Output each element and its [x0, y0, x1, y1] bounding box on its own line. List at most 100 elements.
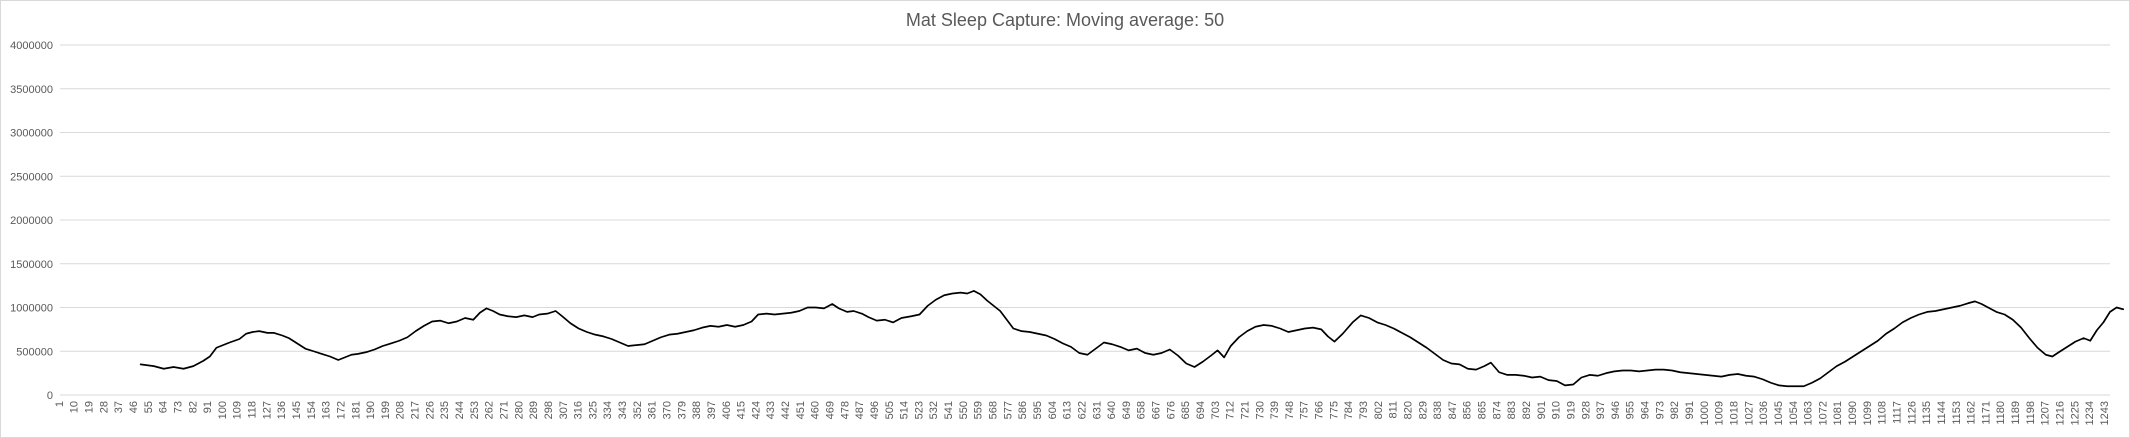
x-tick-label: 730 [1254, 401, 1266, 419]
x-tick-label: 784 [1343, 401, 1355, 419]
x-tick-label: 487 [854, 401, 866, 419]
x-tick-label: 217 [410, 401, 422, 419]
x-tick-label: 379 [676, 401, 688, 419]
x-tick-label: 613 [1062, 401, 1074, 419]
x-tick-label: 1126 [1906, 401, 1918, 425]
x-tick-label: 1072 [1817, 401, 1829, 425]
x-tick-label: 352 [632, 401, 644, 419]
x-tick-label: 973 [1654, 401, 1666, 419]
x-tick-label: 595 [1032, 401, 1044, 419]
x-tick-label: 1099 [1862, 401, 1874, 425]
x-tick-label: 451 [795, 401, 807, 419]
x-tick-label: 586 [1017, 401, 1029, 419]
x-tick-label: 1189 [2010, 401, 2022, 425]
chart-title: Mat Sleep Capture: Moving average: 50 [906, 10, 1224, 30]
x-tick-label: 1045 [1773, 401, 1785, 425]
x-tick-label: 1135 [1921, 401, 1933, 425]
y-tick-label: 1500000 [10, 259, 53, 271]
x-tick-label: 28 [98, 401, 110, 413]
x-tick-label: 838 [1432, 401, 1444, 419]
x-tick-label: 397 [706, 401, 718, 419]
x-tick-label: 37 [113, 401, 125, 413]
x-tick-label: 1027 [1743, 401, 1755, 425]
x-tick-label: 226 [424, 401, 436, 419]
x-tick-label: 766 [1314, 401, 1326, 419]
x-tick-label: 1117 [1891, 401, 1903, 424]
x-tick-label: 820 [1402, 401, 1414, 419]
x-tick-label: 415 [736, 401, 748, 419]
x-tick-label: 847 [1447, 401, 1459, 419]
x-tick-label: 1036 [1758, 401, 1770, 425]
x-tick-label: 892 [1521, 401, 1533, 419]
x-tick-label: 865 [1477, 401, 1489, 419]
x-tick-label: 55 [143, 401, 155, 413]
x-tick-label: 658 [1136, 401, 1148, 419]
x-tick-label: 82 [187, 401, 199, 413]
x-tick-label: 775 [1328, 401, 1340, 419]
x-tick-label: 955 [1625, 401, 1637, 419]
y-tick-label: 3000000 [10, 128, 53, 140]
x-tick-label: 460 [810, 401, 822, 419]
gridlines [60, 44, 2110, 396]
x-tick-label: 703 [1210, 401, 1222, 419]
x-tick-label: 739 [1269, 401, 1281, 419]
x-tick-label: 1171 [1980, 401, 1992, 425]
x-tick-label: 343 [617, 401, 629, 419]
x-tick-label: 712 [1225, 401, 1237, 419]
x-tick-label: 604 [1047, 401, 1059, 419]
x-tick-label: 370 [661, 401, 673, 419]
x-tick-label: 100 [217, 401, 229, 419]
x-tick-label: 1180 [1995, 401, 2007, 425]
x-tick-label: 172 [335, 401, 347, 419]
x-tick-label: 145 [291, 401, 303, 419]
x-tick-label: 532 [928, 401, 940, 419]
x-tick-label: 568 [988, 401, 1000, 419]
x-tick-label: 928 [1580, 401, 1592, 419]
x-tick-label: 154 [306, 401, 318, 419]
x-tick-label: 1216 [2055, 401, 2067, 425]
x-tick-label: 991 [1684, 401, 1696, 419]
x-tick-label: 982 [1669, 401, 1681, 419]
x-tick-label: 622 [1076, 401, 1088, 419]
x-tick-label: 289 [528, 401, 540, 419]
x-tick-label: 1243 [2099, 401, 2111, 425]
y-tick-label: 1000000 [10, 303, 53, 315]
x-tick-label: 1009 [1714, 401, 1726, 425]
x-tick-label: 1063 [1803, 401, 1815, 425]
x-tick-label: 1 [54, 401, 66, 407]
x-tick-label: 667 [1151, 401, 1163, 419]
x-tick-label: 1000 [1699, 401, 1711, 425]
x-tick-label: 316 [573, 401, 585, 419]
x-tick-label: 433 [765, 401, 777, 419]
y-tick-label: 3500000 [10, 84, 53, 96]
x-tick-label: 496 [869, 401, 881, 419]
x-tick-label: 73 [172, 401, 184, 413]
x-tick-label: 388 [691, 401, 703, 419]
x-tick-label: 361 [647, 401, 659, 419]
x-tick-label: 1144 [1936, 401, 1948, 425]
y-axis: 0 500000 1000000 1500000 2000000 2500000 30000… [10, 40, 53, 402]
x-tick-label: 253 [469, 401, 481, 419]
x-tick-label: 829 [1417, 401, 1429, 419]
x-tick-label: 1054 [1788, 401, 1800, 425]
x-tick-label: 1153 [1951, 401, 1963, 425]
x-tick-label: 937 [1595, 401, 1607, 419]
x-tick-label: 244 [454, 401, 466, 419]
x-tick-label: 1108 [1877, 401, 1889, 425]
x-tick-label: 469 [825, 401, 837, 419]
x-tick-label: 1198 [2025, 401, 2037, 425]
x-tick-label: 694 [1195, 401, 1207, 419]
x-tick-label: 10 [69, 401, 81, 413]
x-tick-label: 298 [543, 401, 555, 419]
x-tick-label: 424 [750, 401, 762, 419]
x-tick-label: 748 [1284, 401, 1296, 419]
x-tick-label: 442 [780, 401, 792, 419]
x-tick-label: 208 [395, 401, 407, 419]
x-tick-label: 577 [1002, 401, 1014, 419]
x-tick-label: 325 [587, 401, 599, 419]
y-tick-label: 2500000 [10, 171, 53, 183]
x-tick-label: 559 [973, 401, 985, 419]
x-tick-label: 199 [380, 401, 392, 419]
